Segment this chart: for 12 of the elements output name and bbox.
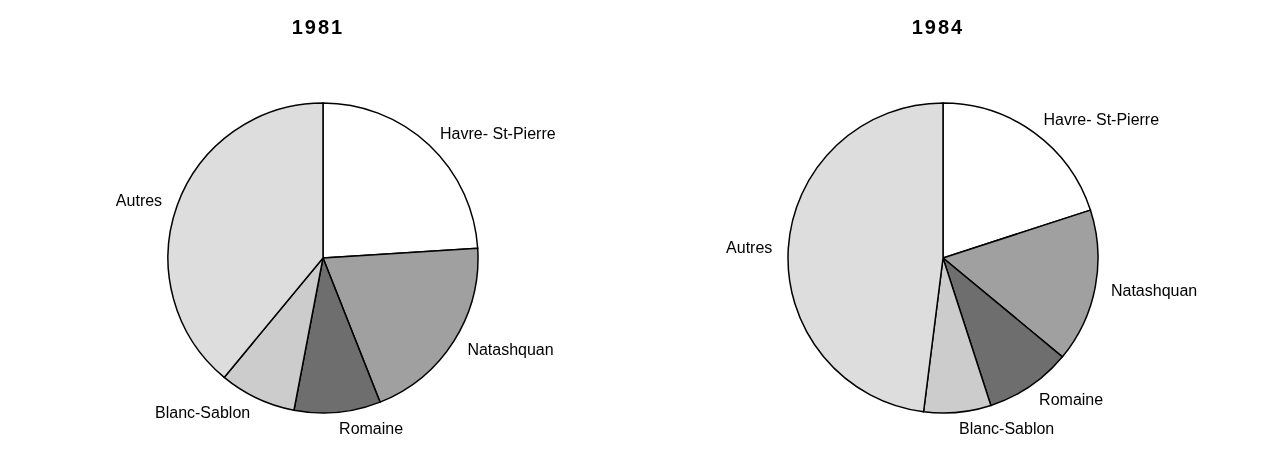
slice-label: Havre- St-Pierre — [440, 124, 556, 142]
slice-label: Blanc-Sablon — [959, 419, 1055, 437]
slice-label: Autres — [726, 238, 773, 256]
slice-label: Autres — [115, 191, 163, 209]
slice-label: Blanc-Sablon — [155, 404, 251, 422]
slice-label: Romaine — [1039, 390, 1104, 408]
slice-label: Romaine — [339, 419, 404, 437]
slice-label: Natashquan — [467, 341, 554, 359]
slice-label: Havre- St-Pierre — [1043, 111, 1160, 129]
chart-title: 1981 — [290, 16, 346, 39]
chart-title: 1984 — [910, 16, 966, 39]
slice-label: Natashquan — [1110, 281, 1198, 299]
